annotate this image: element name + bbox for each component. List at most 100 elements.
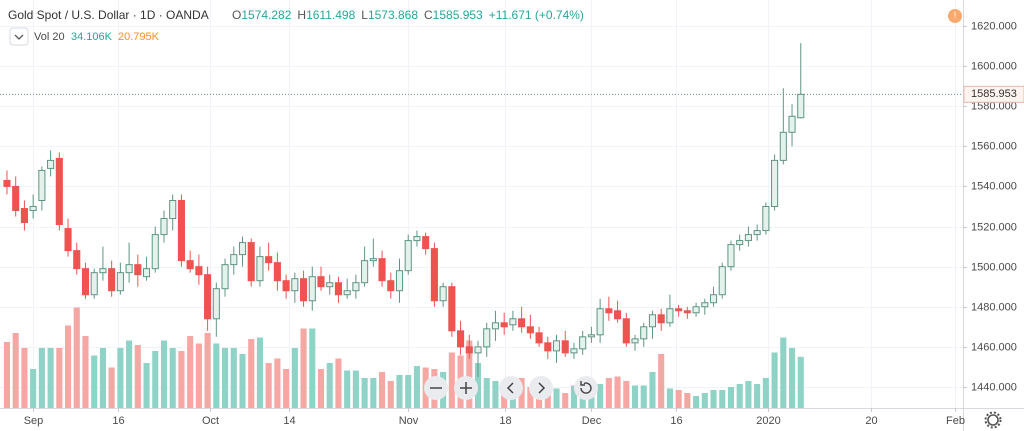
candle-body <box>631 338 639 344</box>
candle-body <box>692 306 700 314</box>
candle-body <box>570 348 578 354</box>
volume-bar <box>387 381 394 408</box>
candle-body <box>596 308 604 336</box>
volume-bar <box>221 348 229 408</box>
scroll-right-button[interactable] <box>529 376 553 400</box>
candle-body <box>282 280 290 292</box>
volume-bar <box>352 370 359 408</box>
candle-body <box>579 336 587 350</box>
volume-bar <box>797 356 804 408</box>
y-tick-label: 1480.000 <box>971 301 1017 313</box>
change-value: +11.671 (+0.74%) <box>489 8 584 22</box>
volume-bar <box>178 351 185 408</box>
volume-bar <box>187 336 194 408</box>
volume-bar <box>335 358 342 408</box>
navigation-controls <box>424 376 598 400</box>
candle-body <box>465 346 473 354</box>
candle-body <box>317 276 325 288</box>
volume-bar <box>160 340 168 408</box>
volume-bar <box>605 378 612 408</box>
volume-bar <box>134 345 141 408</box>
candle-body <box>771 159 779 208</box>
volume-bar <box>745 381 752 408</box>
candle-body <box>701 302 709 308</box>
volume-bar <box>666 388 673 408</box>
candle-body <box>265 256 273 264</box>
candle-body <box>413 236 421 242</box>
candle-body <box>474 346 482 354</box>
scroll-left-button[interactable] <box>499 376 523 400</box>
x-tick-label: 16 <box>112 415 124 427</box>
candle-body <box>169 199 177 220</box>
x-tick-label: Dec <box>582 415 602 427</box>
candle-body <box>221 264 229 290</box>
candle-body <box>334 282 342 296</box>
volume-bar <box>396 375 403 408</box>
candle-body <box>561 340 569 354</box>
candle-body <box>709 294 718 304</box>
volume-bar <box>701 393 708 408</box>
volume-bar <box>99 348 106 408</box>
candle-body <box>430 248 438 302</box>
candle-body <box>308 276 316 302</box>
volume-bar <box>588 393 595 408</box>
candle-body <box>587 334 595 338</box>
candle-body <box>736 240 744 246</box>
volume-bar <box>283 369 290 408</box>
volume-bar <box>553 388 560 408</box>
reset-button[interactable] <box>574 376 598 400</box>
candle-body <box>753 230 761 236</box>
right-icon <box>538 382 546 394</box>
volume-bar <box>309 328 316 408</box>
volume-bar <box>64 325 72 408</box>
y-tick-label: 1580.000 <box>971 100 1017 112</box>
last-price-label: 1585.953 <box>971 88 1017 100</box>
gear-teeth <box>984 411 1002 429</box>
candle-body <box>256 256 264 282</box>
candle-body <box>177 199 185 262</box>
alert-icon[interactable] <box>948 9 962 23</box>
candle-body <box>622 318 630 344</box>
volume-bar <box>47 348 54 408</box>
candle-body <box>526 326 534 334</box>
y-tick-label: 1620.000 <box>971 20 1017 32</box>
volume-bar <box>483 378 490 408</box>
settings-button[interactable] <box>984 411 1002 429</box>
volume-bar <box>570 385 578 408</box>
candle-body <box>204 274 212 320</box>
volume-bar <box>126 340 133 408</box>
candle-body <box>273 262 281 282</box>
last-price-tag <box>963 85 1024 103</box>
volume-bar <box>73 307 80 408</box>
volume-bar <box>91 355 98 408</box>
volume-bar <box>239 354 246 408</box>
candle-body <box>186 260 194 270</box>
collapse-button[interactable] <box>9 27 29 46</box>
ohlc-letter: H <box>297 8 306 22</box>
candle-body <box>640 326 648 340</box>
volume-bar <box>719 390 726 408</box>
volume-pane <box>3 307 804 408</box>
volume-bar <box>230 348 237 408</box>
candle-body <box>142 268 151 278</box>
volume-bar <box>466 340 473 408</box>
volume-bar <box>710 390 717 408</box>
volume-value: 34.106K <box>71 31 113 43</box>
volume-bar <box>492 381 499 408</box>
y-tick-label: 1520.000 <box>971 221 1017 233</box>
candle-body <box>404 240 412 272</box>
volume-bar <box>405 375 412 408</box>
candle-body <box>90 272 98 296</box>
volume-bar <box>474 363 482 408</box>
volume-bar <box>300 328 307 408</box>
candle-body <box>422 236 430 250</box>
ohlc-letter: C <box>424 8 433 22</box>
y-tick-label: 1540.000 <box>971 180 1017 192</box>
ohlc-letter: O <box>232 8 241 22</box>
x-tick-label: Feb <box>946 415 965 427</box>
candle-body <box>81 268 90 296</box>
volume-bar <box>361 378 368 408</box>
volume-bar <box>640 385 647 408</box>
ohlc-value: 1585.953 <box>433 8 483 22</box>
